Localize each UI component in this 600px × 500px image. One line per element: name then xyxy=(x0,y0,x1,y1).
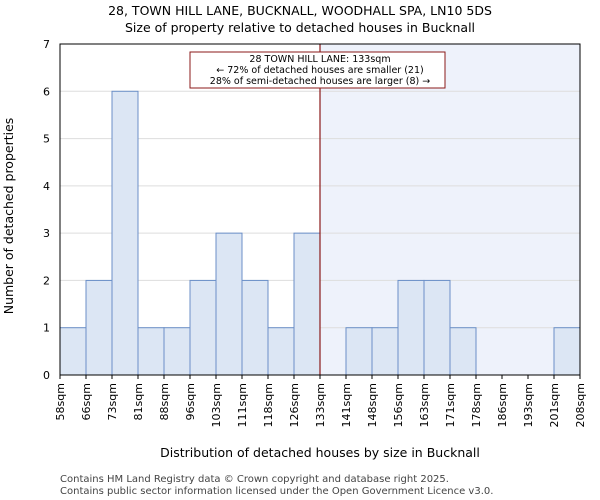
y-tick-label: 1 xyxy=(43,322,50,335)
x-tick-label: 118sqm xyxy=(262,383,275,427)
bar xyxy=(293,232,321,376)
marker-annotation: 28 TOWN HILL LANE: 133sqm ← 72% of detac… xyxy=(189,51,446,89)
bar xyxy=(267,327,295,376)
bar xyxy=(215,232,243,376)
bar xyxy=(163,327,191,376)
x-tick-label: 66sqm xyxy=(80,383,93,420)
x-tick-label: 103sqm xyxy=(210,383,223,427)
x-tick-label: 178sqm xyxy=(470,383,483,427)
annotation-line-1: 28 TOWN HILL LANE: 133sqm xyxy=(249,54,390,65)
bar xyxy=(111,90,139,376)
x-tick-label: 171sqm xyxy=(444,383,457,427)
x-tick-label: 201sqm xyxy=(548,383,561,427)
y-tick-label: 6 xyxy=(43,85,50,98)
x-tick-label: 88sqm xyxy=(158,383,171,420)
y-tick-label: 0 xyxy=(43,369,50,382)
x-tick-label: 81sqm xyxy=(132,383,145,420)
bar xyxy=(345,327,373,376)
bar xyxy=(423,279,451,376)
x-tick-label: 156sqm xyxy=(392,383,405,427)
x-tick-label: 163sqm xyxy=(418,383,431,427)
annotation-box xyxy=(189,51,446,89)
x-tick-label: 96sqm xyxy=(184,383,197,420)
x-axis-label: Distribution of detached houses by size … xyxy=(160,445,480,460)
footer-line-2: Contains public sector information licen… xyxy=(60,486,493,497)
chart-title: 28, TOWN HILL LANE, BUCKNALL, WOODHALL S… xyxy=(108,3,492,18)
bar xyxy=(371,327,399,376)
x-tick-label: 133sqm xyxy=(314,383,327,427)
x-tick-label: 73sqm xyxy=(106,383,119,420)
y-tick-label: 5 xyxy=(43,133,50,146)
y-tick-label: 2 xyxy=(43,274,50,287)
x-tick-label: 186sqm xyxy=(496,383,509,427)
x-tick-label: 208sqm xyxy=(574,383,587,427)
x-axis-ticks: 58sqm 66sqm 73sqm 81sqm 88sqm 96sqm 103sqm 111s… xyxy=(54,375,587,427)
bar xyxy=(449,327,477,376)
y-axis-ticks: 0 1 2 3 4 5 6 7 xyxy=(43,38,50,382)
y-tick-label: 4 xyxy=(43,180,50,193)
footer-line-1: Contains HM Land Registry data © Crown c… xyxy=(60,474,449,485)
bar xyxy=(397,279,425,376)
x-tick-label: 126sqm xyxy=(288,383,301,427)
annotation-line-3: 28% of semi-detached houses are larger (… xyxy=(210,76,430,87)
x-tick-label: 141sqm xyxy=(340,383,353,427)
x-tick-label: 58sqm xyxy=(54,383,67,420)
bar xyxy=(59,327,87,376)
y-tick-label: 7 xyxy=(43,38,50,51)
bars xyxy=(59,90,581,376)
x-tick-label: 148sqm xyxy=(366,383,379,427)
x-tick-label: 193sqm xyxy=(522,383,535,427)
bar xyxy=(553,327,581,376)
bar xyxy=(189,279,217,376)
y-tick-label: 3 xyxy=(43,227,50,240)
bar xyxy=(137,327,165,376)
annotation-line-2: ← 72% of detached houses are smaller (21… xyxy=(216,65,423,76)
bar xyxy=(85,279,113,376)
x-tick-label: 111sqm xyxy=(236,383,249,427)
chart-subtitle: Size of property relative to detached ho… xyxy=(125,20,475,35)
bar xyxy=(241,279,269,376)
y-axis-label: Number of detached properties xyxy=(1,118,16,315)
